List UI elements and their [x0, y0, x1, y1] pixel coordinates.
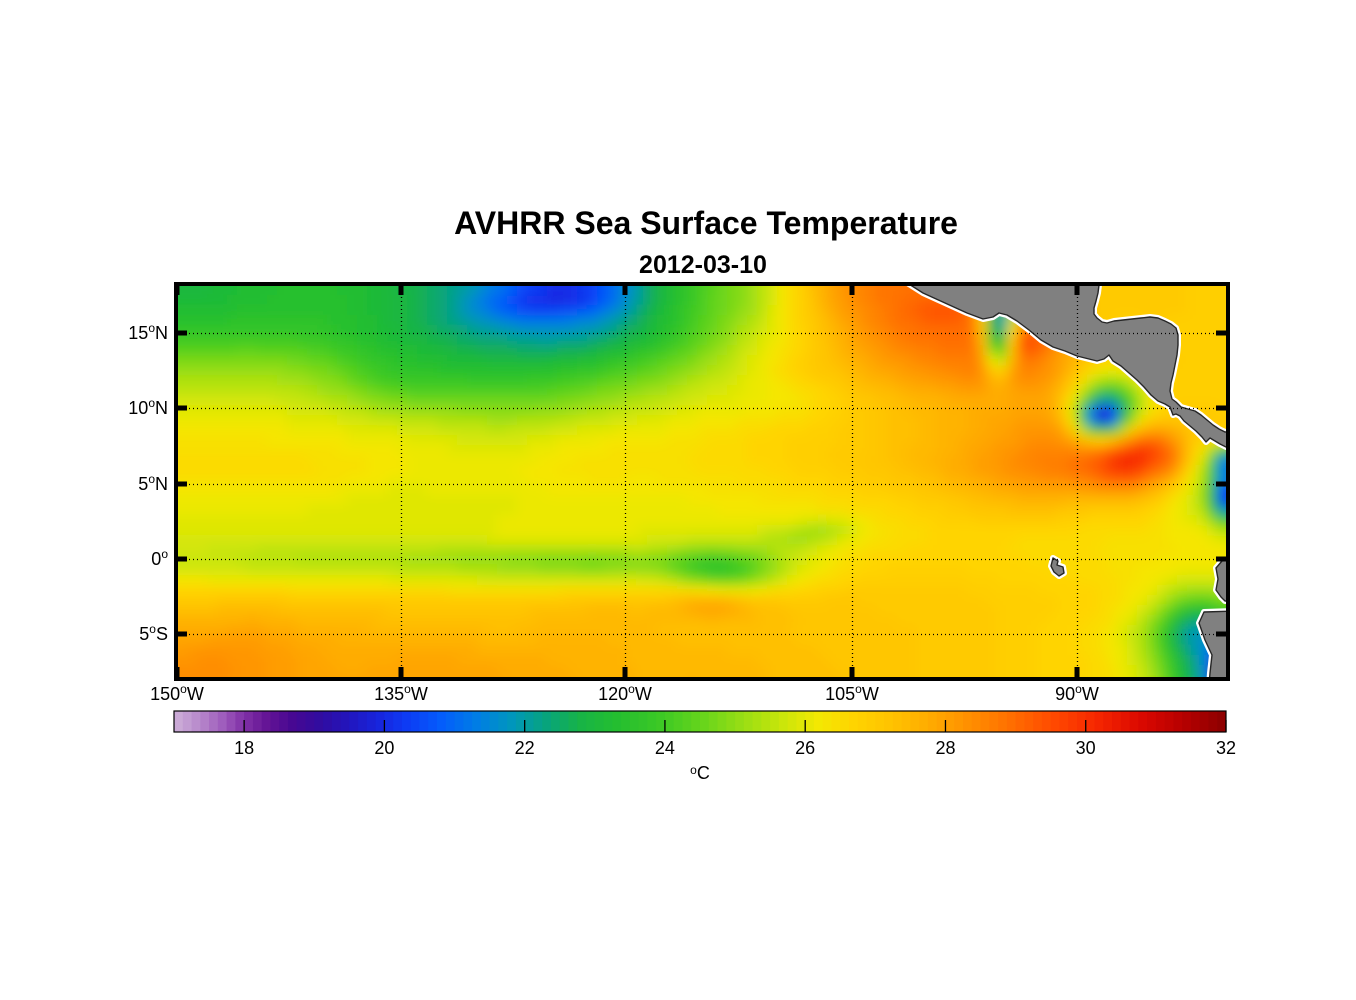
svg-text:24: 24 — [655, 738, 675, 758]
svg-text:30: 30 — [1076, 738, 1096, 758]
svg-text:0o: 0o — [151, 547, 168, 569]
svg-text:10oN: 10oN — [128, 396, 168, 418]
svg-text:150oW: 150oW — [150, 682, 204, 704]
svg-text:20: 20 — [374, 738, 394, 758]
svg-text:135oW: 135oW — [374, 682, 428, 704]
svg-text:120oW: 120oW — [598, 682, 652, 704]
svg-text:15oN: 15oN — [128, 321, 168, 343]
svg-text:22: 22 — [515, 738, 535, 758]
svg-text:28: 28 — [935, 738, 955, 758]
svg-text:2012-03-10: 2012-03-10 — [639, 251, 767, 279]
svg-text:18: 18 — [234, 738, 254, 758]
svg-text:105oW: 105oW — [825, 682, 879, 704]
svg-text:5oS: 5oS — [139, 622, 168, 644]
svg-text:32: 32 — [1216, 738, 1236, 758]
svg-text:AVHRR Sea Surface Temperature: AVHRR Sea Surface Temperature — [454, 205, 958, 241]
svg-text:26: 26 — [795, 738, 815, 758]
svg-text:oC: oC — [690, 763, 710, 783]
svg-text:5oN: 5oN — [138, 472, 168, 494]
svg-text:90oW: 90oW — [1055, 682, 1099, 704]
